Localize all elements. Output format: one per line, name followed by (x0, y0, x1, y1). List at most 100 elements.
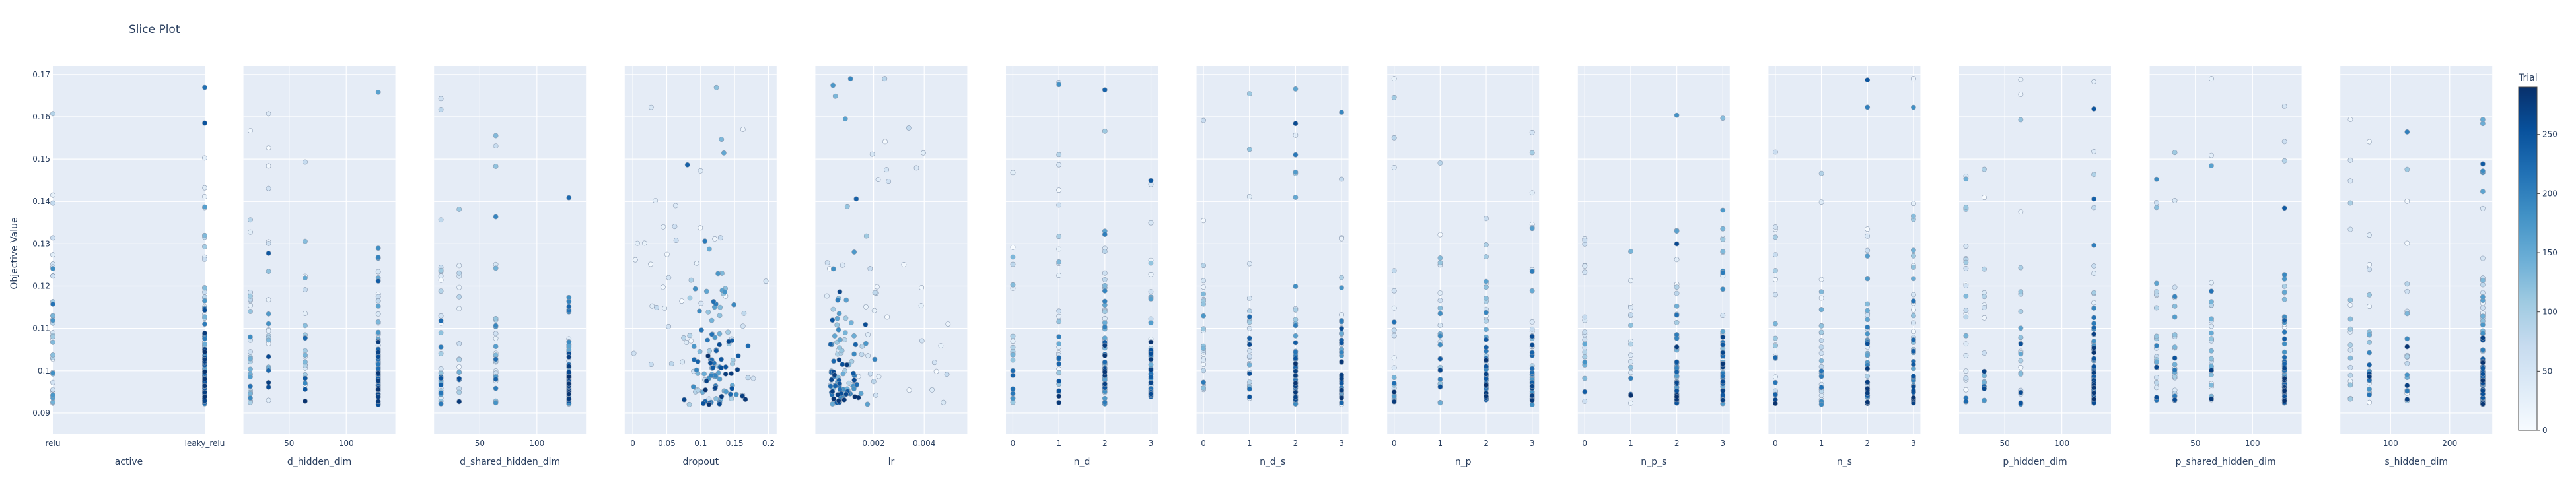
trial-point (2172, 397, 2178, 403)
trial-point (1674, 284, 1680, 290)
trial-point (2209, 152, 2214, 158)
trial-point (1674, 344, 1680, 350)
plot-area (815, 66, 968, 434)
trial-point (1582, 329, 1588, 335)
trial-point (1772, 292, 1778, 298)
trial-point (202, 285, 207, 291)
trial-point (2480, 168, 2486, 174)
trial-point (1674, 388, 1680, 394)
trial-point (1963, 399, 1969, 404)
trial-point (1529, 342, 1535, 348)
trial-point (741, 310, 747, 316)
trial-point (1056, 388, 1062, 394)
trial-point (50, 317, 55, 323)
trial-point (2154, 280, 2159, 286)
trial-point (2091, 370, 2096, 375)
panel-n-p: 0 1 2 3 n_p (1387, 66, 1540, 467)
trial-point (1056, 202, 1062, 208)
x-tick-label: 100 (2245, 439, 2260, 448)
y-tick-label: 0.12 (32, 282, 50, 291)
trial-point (1628, 323, 1633, 328)
trial-point (852, 394, 858, 399)
trial-point (863, 233, 869, 239)
trial-point (1391, 399, 1397, 405)
trial-point (1865, 399, 1871, 405)
trial-point (2281, 375, 2287, 381)
trial-point (456, 306, 462, 311)
trial-point (1484, 295, 1489, 301)
trial-point (875, 177, 881, 182)
trial-point (2172, 367, 2178, 373)
trial-point (438, 217, 444, 223)
trial-point (1910, 337, 1916, 342)
trial-point (1484, 278, 1489, 284)
trial-point (266, 321, 271, 327)
trial-point (1102, 270, 1108, 276)
trial-point (1674, 112, 1680, 118)
trial-point (1772, 224, 1778, 230)
trial-point (2091, 339, 2096, 344)
trial-point (493, 331, 499, 337)
trial-point (635, 240, 640, 246)
trial-point (1010, 244, 1016, 250)
trial-point (1391, 76, 1397, 82)
trial-point (202, 341, 207, 347)
trial-point (2209, 330, 2214, 336)
x-tick-label: 2 (1102, 439, 1108, 448)
trial-point (1056, 308, 1062, 314)
trial-point (266, 328, 271, 334)
trial-point (1720, 392, 1726, 398)
trial-point (50, 313, 55, 319)
trial-point (745, 375, 751, 381)
trial-point (1910, 320, 1916, 326)
trial-point (456, 207, 462, 212)
trial-point (2281, 341, 2287, 347)
trial-point (1865, 276, 1871, 282)
trial-point (375, 329, 381, 335)
trial-point (1484, 254, 1489, 259)
trial-point (266, 185, 271, 191)
trial-point (266, 397, 271, 403)
trial-point (2154, 176, 2159, 182)
trial-point (872, 290, 878, 296)
trial-point (1056, 162, 1062, 168)
colorbar-title: Trial (2518, 73, 2538, 83)
trial-point (2404, 129, 2410, 135)
trial-point (2480, 377, 2486, 383)
trial-point (248, 399, 253, 405)
trial-point (1201, 313, 1206, 319)
trial-point (718, 365, 724, 371)
trial-point (1963, 265, 1969, 271)
trial-point (1339, 340, 1344, 346)
trial-point (832, 372, 838, 378)
trial-point (830, 266, 836, 272)
trial-point (1246, 342, 1252, 348)
trial-point (456, 270, 462, 276)
trial-point (1339, 110, 1344, 115)
trial-point (886, 179, 892, 184)
panel-n-d: 0 1 2 3 n_d (1006, 66, 1158, 467)
trial-point (1818, 344, 1824, 350)
trial-point (648, 104, 654, 110)
trial-point (715, 271, 721, 277)
colorbar-tick-label: 0 (2542, 426, 2548, 435)
trial-point (662, 305, 667, 311)
trial-point (1437, 367, 1443, 373)
trial-point (2404, 360, 2410, 366)
trial-point (824, 293, 830, 299)
trial-point (1148, 380, 1154, 386)
trial-point (266, 111, 271, 117)
trial-point (1056, 370, 1062, 375)
trial-point (566, 343, 572, 349)
trial-point (303, 238, 308, 244)
trial-point (713, 396, 719, 401)
trial-point (1391, 164, 1397, 170)
trial-point (2404, 397, 2410, 402)
trial-point (1818, 401, 1824, 407)
trial-point (1865, 253, 1871, 259)
trial-point (711, 298, 717, 304)
trial-point (202, 321, 207, 327)
trial-point (1148, 391, 1154, 397)
x-tick-label: 0 (630, 439, 635, 448)
trial-point (50, 252, 55, 258)
